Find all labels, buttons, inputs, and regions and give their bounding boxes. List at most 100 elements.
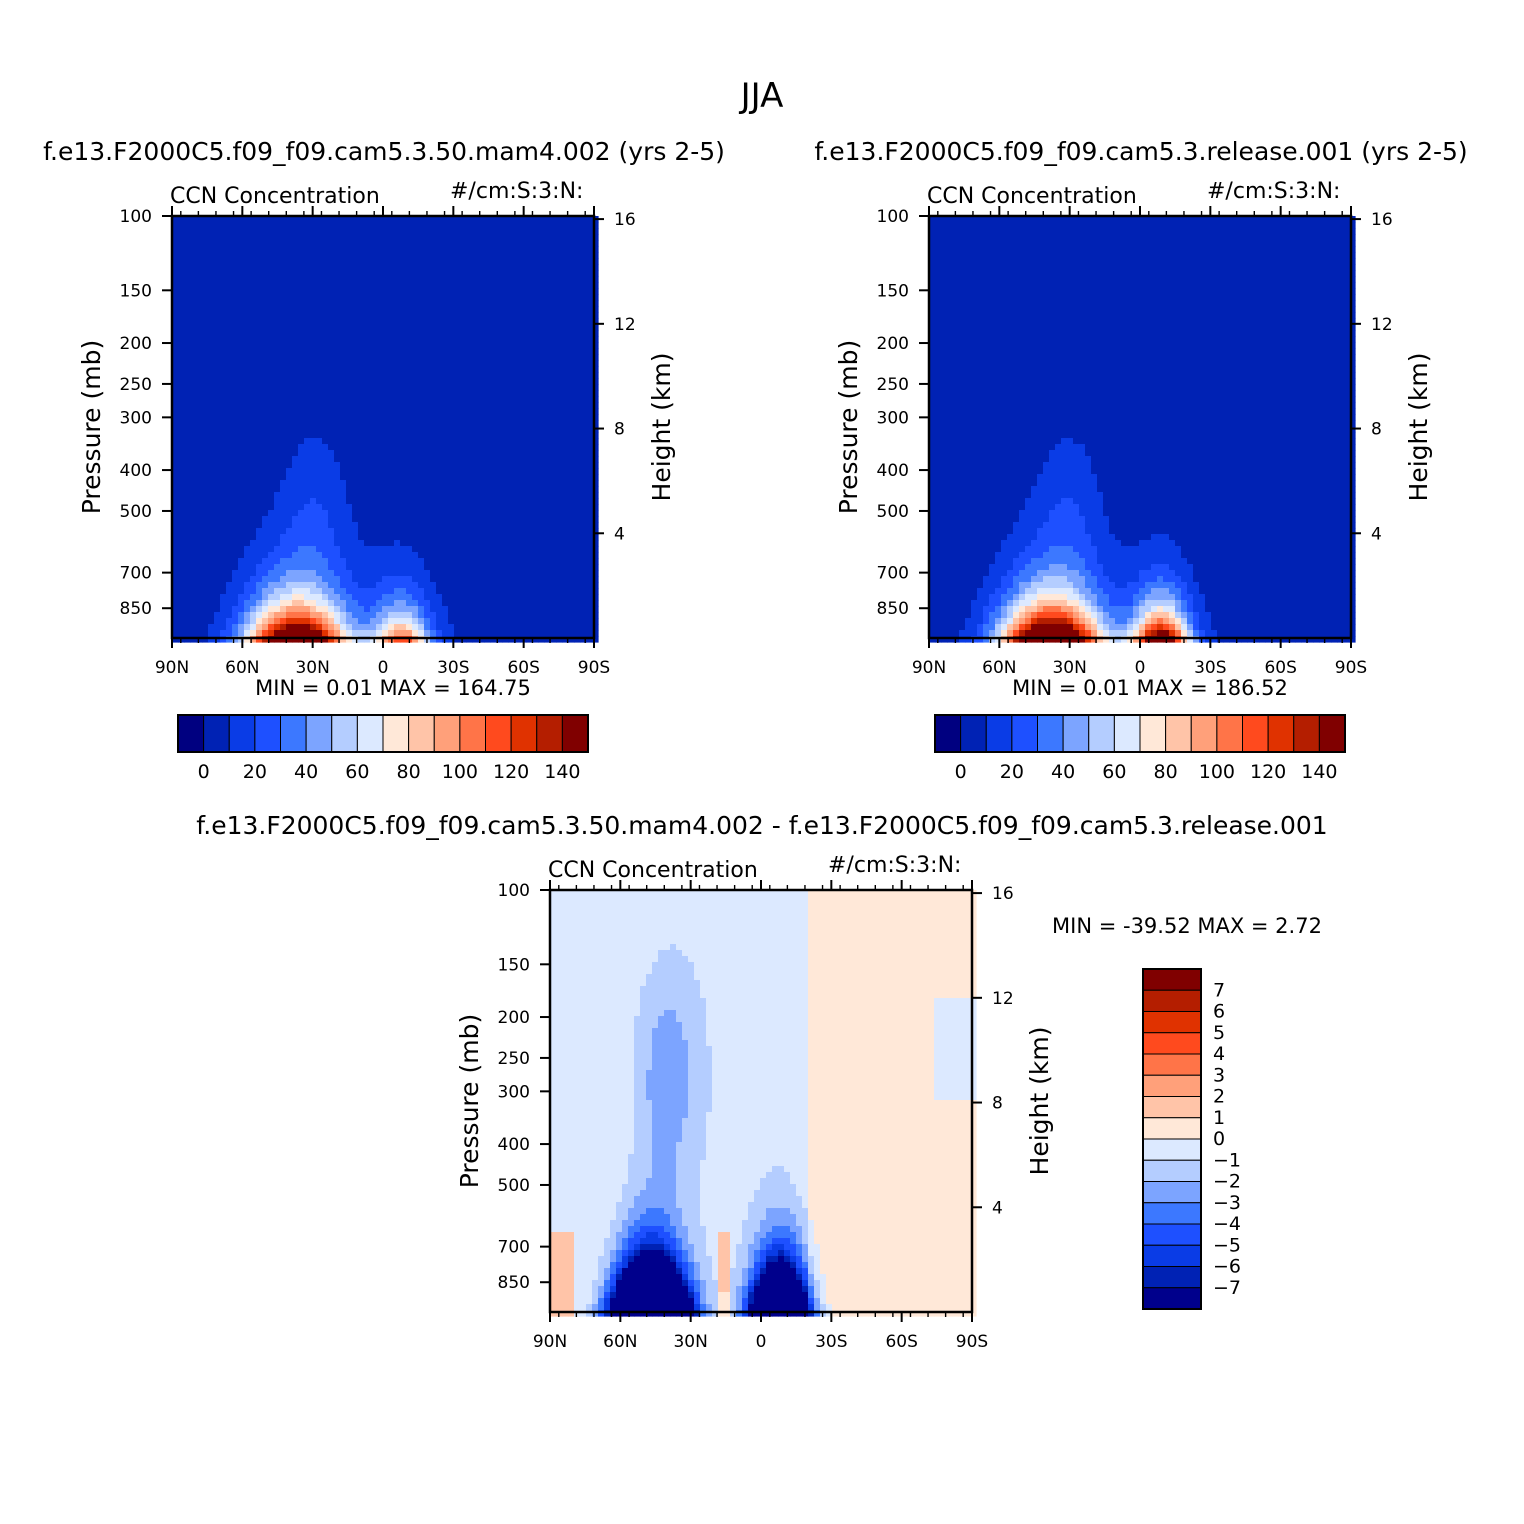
field-cell <box>190 618 197 625</box>
field-cell <box>274 390 281 397</box>
field-cell <box>562 384 569 391</box>
field-cell <box>436 222 443 229</box>
field-cell <box>274 486 281 493</box>
field-cell <box>406 252 413 259</box>
field-cell <box>424 492 431 499</box>
field-cell <box>274 426 281 433</box>
field-cell <box>448 384 455 391</box>
field-cell <box>556 510 563 517</box>
field-cell <box>268 318 275 325</box>
field-cell <box>226 300 233 307</box>
field-cell <box>478 480 485 487</box>
field-cell <box>274 312 281 319</box>
field-cell <box>220 408 227 415</box>
field-cell <box>562 354 569 361</box>
field-cell <box>406 312 413 319</box>
field-cell <box>304 426 311 433</box>
field-cell <box>514 624 521 631</box>
field-cell <box>424 216 431 223</box>
field-cell <box>562 414 569 421</box>
field-cell <box>496 450 503 457</box>
field-cell <box>328 510 335 517</box>
field-cell <box>196 312 203 319</box>
field-cell <box>208 396 215 403</box>
field-cell <box>190 306 197 313</box>
field-cell <box>514 510 521 517</box>
field-cell <box>520 492 527 499</box>
field-cell <box>490 546 497 553</box>
field-cell <box>508 390 515 397</box>
field-cell <box>478 498 485 505</box>
field-cell <box>400 360 407 367</box>
field-cell <box>436 336 443 343</box>
field-cell <box>268 384 275 391</box>
field-cell <box>334 624 341 631</box>
field-cell <box>424 564 431 571</box>
field-cell <box>418 606 425 613</box>
field-cell <box>406 522 413 529</box>
field-cell <box>358 288 365 295</box>
field-cell <box>400 456 407 463</box>
field-cell <box>556 342 563 349</box>
field-cell <box>364 360 371 367</box>
field-cell <box>454 360 461 367</box>
field-cell <box>520 426 527 433</box>
field-cell <box>544 510 551 517</box>
field-cell <box>448 474 455 481</box>
field-cell <box>274 348 281 355</box>
field-cell <box>454 558 461 565</box>
field-cell <box>226 264 233 271</box>
field-cell <box>262 276 269 283</box>
field-cell <box>430 600 437 607</box>
field-cell <box>178 330 185 337</box>
field-cell <box>214 222 221 229</box>
field-cell <box>442 552 449 559</box>
field-cell <box>280 636 287 643</box>
field-cell <box>250 294 257 301</box>
field-cell <box>562 618 569 625</box>
field-cell <box>442 390 449 397</box>
field-cell <box>400 600 407 607</box>
field-cell <box>472 402 479 409</box>
field-cell <box>262 372 269 379</box>
field-cell <box>388 336 395 343</box>
field-cell <box>376 570 383 577</box>
field-cell <box>496 216 503 223</box>
field-cell <box>376 564 383 571</box>
field-cell <box>502 582 509 589</box>
field-cell <box>346 324 353 331</box>
field-cell <box>466 534 473 541</box>
field-cell <box>172 324 179 331</box>
field-cell <box>232 438 239 445</box>
field-cell <box>568 228 575 235</box>
field-cell <box>526 540 533 547</box>
field-cell <box>406 582 413 589</box>
field-cell <box>544 330 551 337</box>
field-cell <box>478 528 485 535</box>
field-cell <box>310 276 317 283</box>
field-cell <box>358 336 365 343</box>
field-cell <box>412 618 419 625</box>
field-cell <box>262 474 269 481</box>
field-cell <box>466 342 473 349</box>
field-cell <box>568 450 575 457</box>
field-cell <box>556 360 563 367</box>
field-cell <box>478 540 485 547</box>
field-cell <box>208 546 215 553</box>
field-cell <box>454 330 461 337</box>
field-cell <box>358 564 365 571</box>
field-cell <box>322 594 329 601</box>
field-cell <box>544 324 551 331</box>
field-cell <box>250 486 257 493</box>
field-cell <box>382 570 389 577</box>
field-cell <box>334 372 341 379</box>
field-cell <box>496 396 503 403</box>
field-cell <box>292 240 299 247</box>
field-cell <box>460 546 467 553</box>
field-cell <box>280 324 287 331</box>
field-cell <box>334 588 341 595</box>
field-cell <box>292 270 299 277</box>
field-cell <box>448 534 455 541</box>
field-cell <box>310 618 317 625</box>
field-cell <box>280 606 287 613</box>
